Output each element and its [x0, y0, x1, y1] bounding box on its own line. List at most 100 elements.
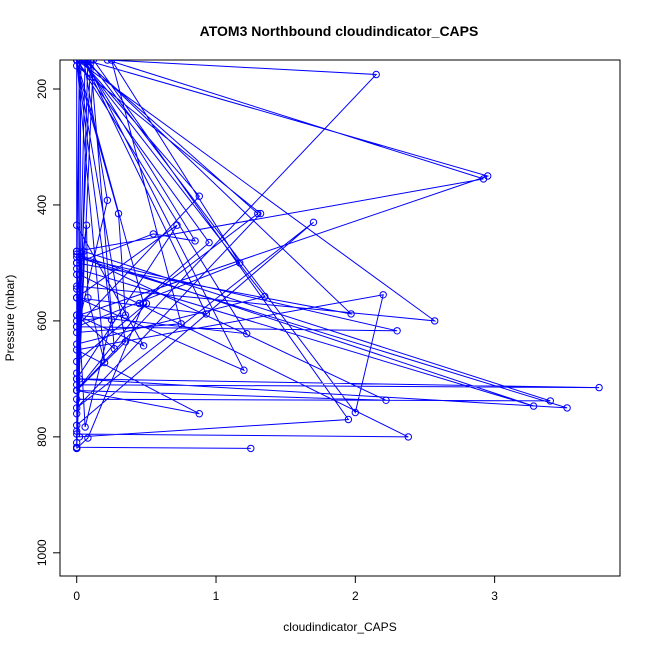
data-point	[404, 433, 412, 441]
data-point	[195, 410, 204, 418]
data-point	[382, 396, 390, 404]
data-point	[73, 381, 81, 389]
data-point	[73, 328, 81, 337]
data-point	[73, 317, 81, 325]
data-point	[236, 259, 244, 267]
data-point	[110, 345, 119, 353]
data-point	[81, 423, 89, 431]
x-tick-label: 3	[491, 589, 498, 603]
data-point	[107, 316, 116, 324]
data-point	[309, 218, 318, 227]
data-point	[73, 250, 81, 258]
data-point	[73, 427, 81, 435]
data-point	[82, 221, 91, 229]
data-point	[89, 60, 98, 64]
data-point	[344, 415, 353, 424]
data-point	[256, 209, 265, 218]
data-point	[73, 410, 81, 418]
data-point	[73, 247, 81, 256]
data-point	[73, 270, 81, 279]
data-point	[372, 70, 380, 79]
data-point	[121, 311, 130, 319]
data-point	[135, 299, 144, 308]
data-point	[86, 60, 95, 64]
data-point	[563, 404, 571, 412]
data-point	[73, 259, 81, 267]
data-point	[205, 238, 213, 247]
data-point	[73, 357, 81, 366]
data-point	[73, 340, 81, 348]
data-point	[73, 404, 81, 412]
data-point	[347, 310, 355, 318]
data-point	[393, 327, 401, 335]
chart-title: ATOM3 Northbound cloudindicator_CAPS	[200, 23, 479, 39]
y-tick-label: 200	[35, 79, 49, 99]
data-point	[73, 253, 81, 261]
data-point	[73, 62, 81, 70]
series-line	[75, 60, 600, 449]
data-point	[139, 342, 148, 350]
data-point	[546, 397, 554, 405]
y-tick-label: 600	[35, 311, 49, 331]
data-point	[73, 265, 81, 273]
data-point	[73, 282, 81, 290]
data-point	[73, 386, 81, 395]
data-point	[177, 320, 185, 328]
data-point	[103, 60, 112, 64]
data-point	[202, 310, 211, 318]
data-point	[73, 60, 81, 64]
data-point	[247, 444, 255, 453]
data-point	[84, 60, 92, 64]
data-point	[73, 294, 81, 302]
y-axis: 200 400 600 800 1000	[35, 79, 61, 566]
x-tick-label: 2	[352, 589, 359, 603]
data-point	[80, 60, 88, 64]
data-point	[240, 366, 248, 374]
y-axis-label: Pressure (mbar)	[3, 275, 17, 362]
x-tick-label: 0	[73, 589, 80, 603]
data-point	[254, 209, 262, 218]
data-point	[77, 60, 85, 64]
data-point	[107, 60, 116, 64]
data-point	[261, 292, 269, 301]
x-axis: 0 1 2 3	[73, 575, 498, 603]
data-point	[73, 323, 81, 331]
data-point	[73, 421, 81, 429]
data-point	[75, 270, 84, 279]
data-point	[351, 408, 359, 417]
data-point	[75, 375, 84, 383]
data-point	[243, 330, 251, 338]
data-point	[479, 175, 488, 183]
data-point	[73, 221, 81, 229]
data-point	[75, 311, 84, 319]
x-axis-label: cloudindicator_CAPS	[283, 620, 396, 634]
data-point	[84, 434, 92, 442]
data-point	[103, 196, 112, 205]
data-point	[114, 209, 123, 218]
data-point	[73, 395, 81, 403]
data-point	[431, 317, 439, 325]
data-point	[121, 338, 130, 346]
data-point	[80, 247, 88, 256]
data-point	[595, 383, 603, 392]
data-point	[195, 192, 204, 200]
data-point	[73, 285, 81, 293]
data-point	[73, 439, 81, 447]
data-point	[139, 299, 148, 308]
data-point	[173, 221, 181, 229]
data-point	[379, 291, 387, 299]
y-tick-label: 1000	[35, 539, 49, 566]
data-point	[149, 230, 158, 238]
data-point	[100, 358, 109, 367]
y-tick-label: 400	[35, 195, 49, 215]
data-point	[529, 402, 538, 410]
data-point	[73, 311, 81, 319]
data-point	[73, 346, 81, 354]
data-point	[73, 369, 81, 377]
data-point	[73, 430, 81, 438]
data-point	[73, 444, 81, 453]
data-point	[191, 237, 199, 245]
data-point	[142, 299, 151, 308]
data-point	[84, 294, 92, 302]
